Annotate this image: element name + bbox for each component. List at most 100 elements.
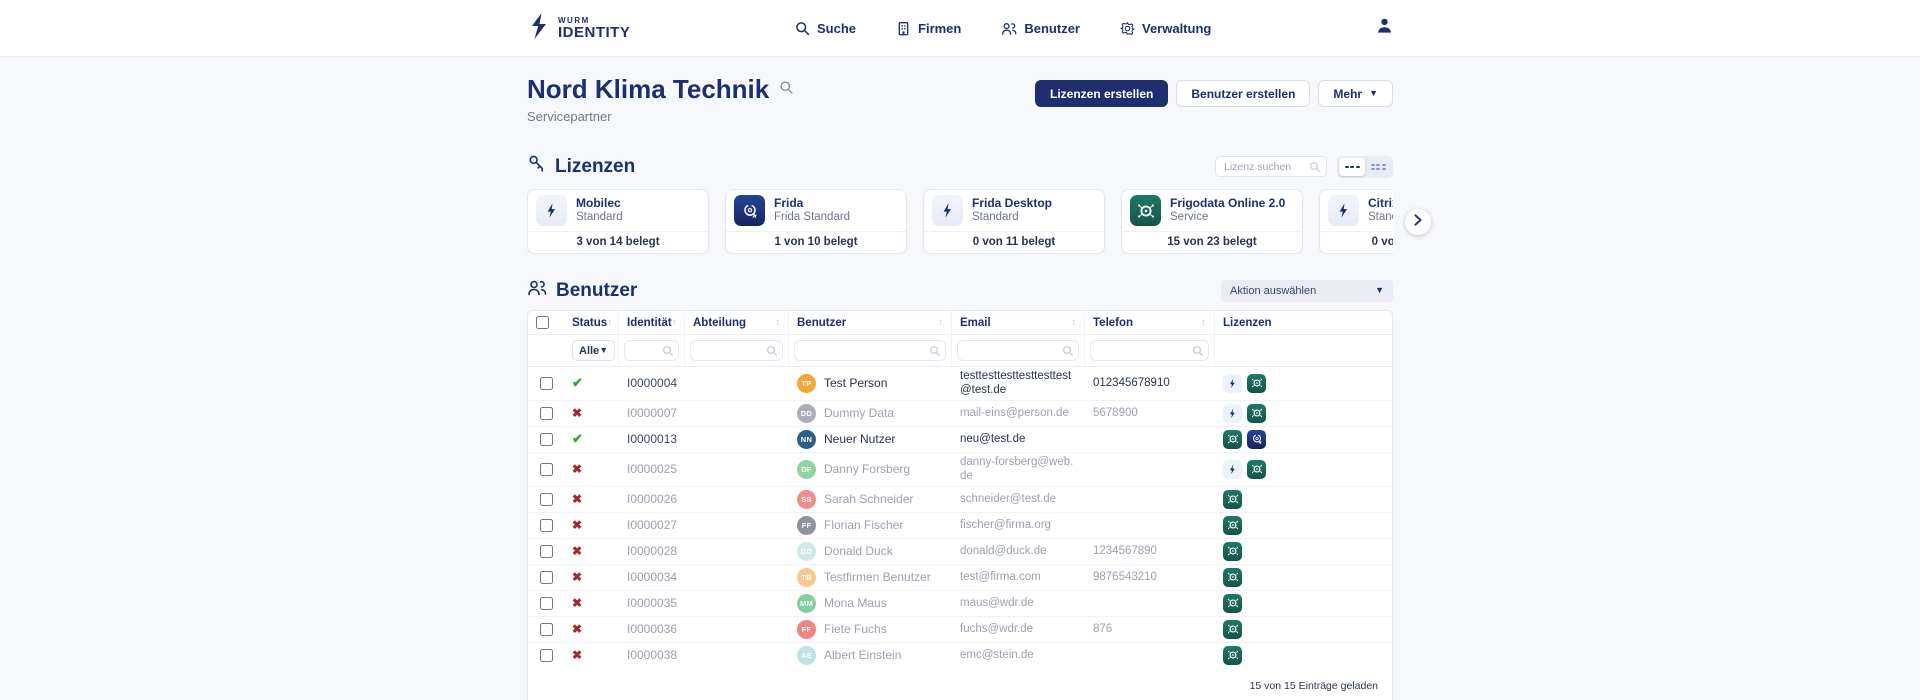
- user-menu-button[interactable]: [1376, 17, 1393, 39]
- column-header[interactable]: Status ↑: [564, 311, 619, 334]
- status-active-icon: ✔: [572, 375, 583, 391]
- building-icon: [896, 21, 911, 36]
- sort-arrow-icon[interactable]: ↑: [938, 317, 943, 328]
- table-row: ✔ I0000004 TP Test Person testtesttestte…: [528, 367, 1392, 401]
- sort-arrow-icon[interactable]: ↑: [1071, 317, 1076, 328]
- status-filter-select[interactable]: Alle ▼: [572, 340, 616, 361]
- table-row: ✔ I0000013 NN Neuer Nutzer neu@test.de: [528, 427, 1392, 453]
- phone-cell: 9876543210: [1093, 571, 1157, 583]
- select-all-checkbox[interactable]: [536, 316, 549, 329]
- search-icon: [1309, 160, 1321, 178]
- frigodata-license-icon: [1223, 593, 1242, 613]
- sort-arrow-icon[interactable]: ↑: [775, 317, 780, 328]
- user-cell: AE Albert Einstein: [789, 643, 952, 668]
- row-checkbox[interactable]: [540, 376, 553, 390]
- row-checkbox[interactable]: [540, 518, 553, 532]
- search-icon: [1192, 344, 1204, 362]
- status-cell: ✖: [564, 487, 619, 512]
- row-checkbox[interactable]: [540, 596, 553, 610]
- row-checkbox[interactable]: [540, 492, 553, 506]
- email-cell: mail-eins@person.de: [960, 407, 1069, 420]
- licenses-cell: [1215, 427, 1392, 452]
- department-cell: [685, 371, 789, 396]
- nav-item-firmen[interactable]: Firmen: [896, 21, 961, 36]
- status-inactive-icon: ✖: [572, 518, 583, 532]
- license-card[interactable]: Frida Desktop Standard 0 von 11 belegt: [923, 189, 1105, 254]
- licenses-cell: [1215, 643, 1392, 668]
- license-name: Citrix: [1368, 196, 1393, 211]
- department-cell: [685, 513, 789, 538]
- frigodata-license-icon: [1247, 459, 1266, 479]
- row-checkbox[interactable]: [540, 570, 553, 584]
- nav-item-benutzer[interactable]: Benutzer: [1001, 21, 1080, 36]
- status-cell: ✖: [564, 513, 619, 538]
- identity-cell: I0000035: [627, 596, 678, 610]
- create-licenses-button[interactable]: Lizenzen erstellen: [1034, 80, 1169, 107]
- view-toggle-row-button[interactable]: [1339, 157, 1365, 176]
- user-cell: SS Sarah Schneider: [789, 487, 952, 512]
- cards-next-button[interactable]: [1405, 208, 1431, 235]
- frigodata-license-icon: [1223, 619, 1242, 639]
- license-card[interactable]: Frigodata Online 2.0 Service 15 von 23 b…: [1121, 189, 1303, 254]
- brand-logo[interactable]: WURM IDENTITY: [527, 12, 630, 45]
- status-cell: ✖: [564, 539, 619, 564]
- user-filter-input[interactable]: [794, 340, 946, 361]
- table-row: ✖ I0000038 AE Albert Einstein emc@stein.…: [528, 643, 1392, 668]
- row-checkbox[interactable]: [540, 432, 553, 446]
- phone-filter-input[interactable]: [1090, 340, 1209, 361]
- column-header[interactable]: Lizenzen: [1223, 316, 1272, 329]
- table-footer-status: 15 von 15 Einträge geladen: [1249, 679, 1378, 692]
- license-usage: 0 von 11 belegt: [924, 231, 1104, 253]
- user-cell: MM Mona Maus: [789, 591, 952, 616]
- email-cell: testtesttesttesttesttest@test.de: [960, 370, 1072, 397]
- row-checkbox[interactable]: [540, 462, 553, 476]
- row-checkbox[interactable]: [540, 406, 553, 420]
- user-cell: TP Test Person: [789, 371, 952, 396]
- view-toggle-grid-button[interactable]: [1365, 158, 1391, 176]
- nav-label: Suche: [817, 20, 857, 36]
- row-checkbox[interactable]: [540, 544, 553, 558]
- user-cell: DD Donald Duck: [789, 539, 952, 564]
- sort-arrow-icon[interactable]: ↑: [671, 317, 677, 328]
- license-card[interactable]: Frida Frida Standard 1 von 10 belegt: [725, 189, 907, 254]
- column-header[interactable]: Email ↑: [952, 311, 1085, 334]
- frigodata-license-icon: [1223, 515, 1242, 535]
- nav-item-suche[interactable]: Suche: [795, 21, 856, 36]
- title-search-icon[interactable]: [779, 80, 794, 100]
- identity-filter-input[interactable]: [624, 340, 679, 361]
- license-name: Frigodata Online 2.0: [1170, 196, 1286, 211]
- row-checkbox[interactable]: [540, 648, 553, 662]
- email-cell: emc@stein.de: [960, 648, 1034, 661]
- sort-arrow-icon[interactable]: ↑: [1201, 317, 1206, 328]
- user-avatar: MM: [797, 593, 816, 613]
- column-header[interactable]: Identität ↑: [619, 311, 685, 334]
- license-card[interactable]: Citrix Standard 0 von 1 belegt: [1319, 189, 1393, 254]
- email-filter-input[interactable]: [957, 340, 1079, 361]
- nav-item-verwaltung[interactable]: Verwaltung: [1120, 21, 1211, 36]
- row-checkbox[interactable]: [540, 622, 553, 636]
- status-inactive-icon: ✖: [572, 492, 583, 506]
- create-user-button[interactable]: Benutzer erstellen: [1176, 80, 1311, 107]
- license-subtitle: Standard: [972, 210, 1019, 223]
- status-cell: ✔: [564, 371, 619, 396]
- sort-arrow-icon[interactable]: ↑: [607, 317, 613, 328]
- column-header[interactable]: Benutzer ↑: [789, 311, 952, 334]
- column-header[interactable]: Abteilung ↑: [685, 311, 789, 334]
- phone-cell: [1085, 643, 1215, 668]
- department-filter-input[interactable]: [690, 340, 783, 361]
- department-cell: [685, 539, 789, 564]
- chevron-down-icon: ▼: [1375, 285, 1384, 295]
- bolt-license-icon: [1223, 373, 1242, 393]
- bolt-app-icon: [932, 195, 963, 226]
- license-search-input[interactable]: [1215, 156, 1327, 177]
- action-select[interactable]: Aktion auswählen ▼: [1221, 279, 1393, 302]
- user-avatar: TB: [797, 567, 816, 587]
- status-cell: ✖: [564, 617, 619, 642]
- brand-line2: IDENTITY: [558, 23, 631, 41]
- license-card[interactable]: Mobilec Standard 3 von 14 belegt: [527, 189, 709, 254]
- bolt-app-icon: [1328, 195, 1359, 226]
- more-button[interactable]: Mehr ▼: [1318, 80, 1393, 107]
- table-row: ✖ I0000028 DD Donald Duck donald@duck.de…: [528, 539, 1392, 565]
- table-row: ✖ I0000035 MM Mona Maus maus@wdr.de: [528, 591, 1392, 617]
- column-header[interactable]: Telefon ↑: [1085, 311, 1215, 334]
